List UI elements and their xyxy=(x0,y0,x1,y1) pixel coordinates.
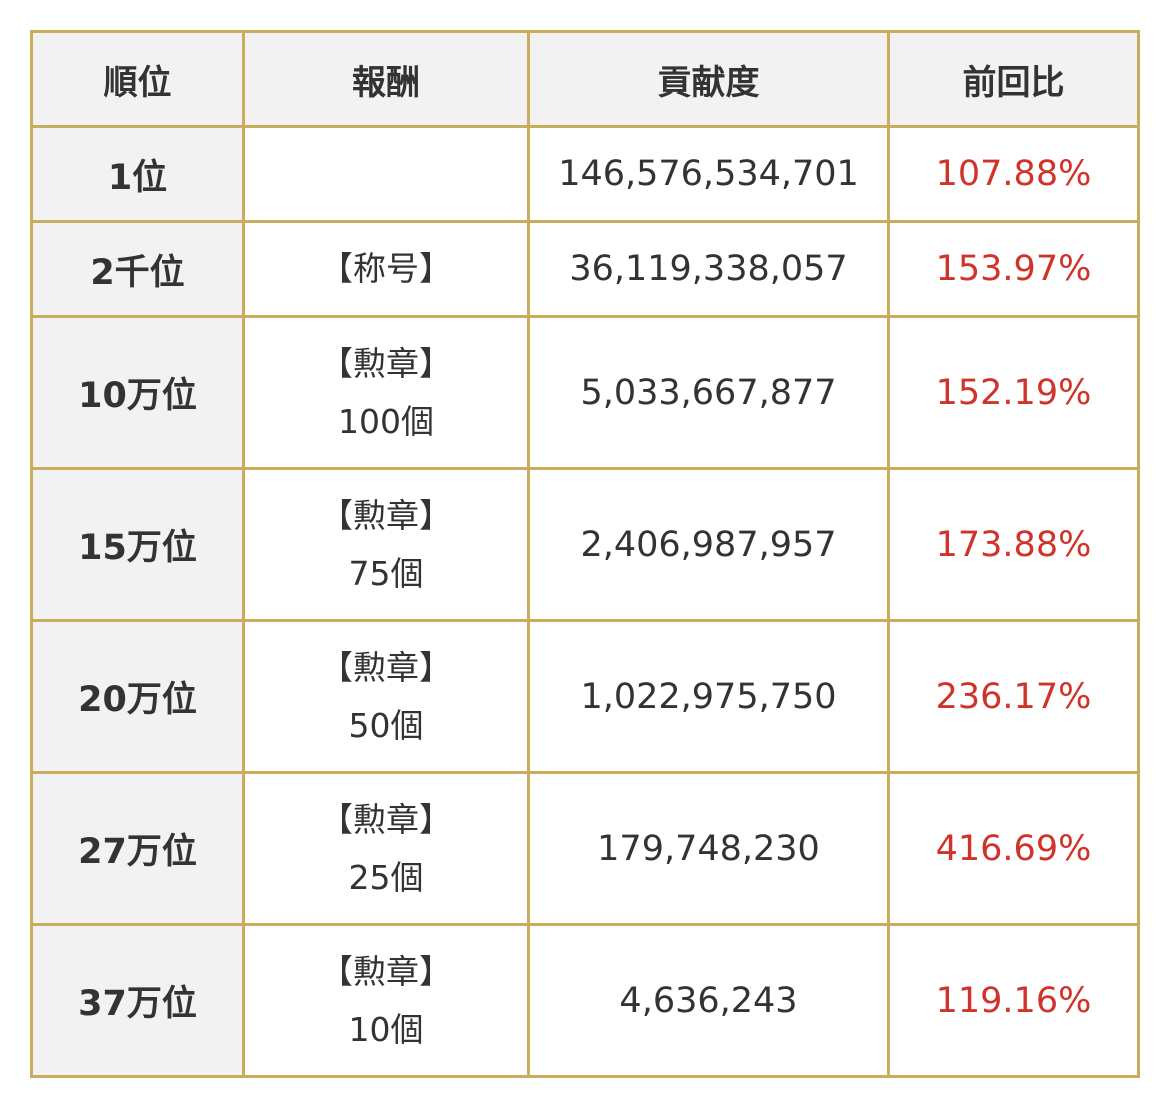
reward-type: 【勲章】 xyxy=(320,799,452,839)
rank-cell: 37万位 xyxy=(30,923,245,1078)
ratio-cell: 119.16% xyxy=(887,923,1140,1078)
reward-cell: 【勲章】 10個 xyxy=(242,923,530,1078)
contribution-cell: 36,119,338,057 xyxy=(527,220,890,318)
table-header: 順位 報酬 貢献度 前回比 xyxy=(30,30,1140,128)
reward-title: 【称号】 xyxy=(320,249,452,288)
reward-cell: 【勲章】 100個 xyxy=(242,315,530,470)
table-body: 1位 146,576,534,701 107.88% 2千位 【称号】 36,1… xyxy=(30,125,1140,1078)
rank-cell: 10万位 xyxy=(30,315,245,470)
table-row: 37万位 【勲章】 10個 4,636,243 119.16% xyxy=(30,923,1140,1078)
reward-cell xyxy=(242,125,530,223)
ratio-cell: 153.97% xyxy=(887,220,1140,318)
reward-type: 【勲章】 xyxy=(320,343,452,383)
rank-cell: 20万位 xyxy=(30,619,245,774)
rank-cell: 27万位 xyxy=(30,771,245,926)
contribution-cell: 1,022,975,750 xyxy=(527,619,890,774)
contribution-cell: 5,033,667,877 xyxy=(527,315,890,470)
contribution-cell: 4,636,243 xyxy=(527,923,890,1078)
header-row: 順位 報酬 貢献度 前回比 xyxy=(30,30,1140,128)
ratio-cell: 236.17% xyxy=(887,619,1140,774)
reward-quantity: 50個 xyxy=(348,705,424,745)
reward-cell: 【称号】 xyxy=(242,220,530,318)
contribution-cell: 146,576,534,701 xyxy=(527,125,890,223)
reward-type: 【勲章】 xyxy=(320,647,452,687)
ratio-cell: 152.19% xyxy=(887,315,1140,470)
table-row: 10万位 【勲章】 100個 5,033,667,877 152.19% xyxy=(30,315,1140,470)
reward-cell: 【勲章】 50個 xyxy=(242,619,530,774)
header-rank: 順位 xyxy=(30,30,245,128)
table-row: 2千位 【称号】 36,119,338,057 153.97% xyxy=(30,220,1140,318)
table-row: 27万位 【勲章】 25個 179,748,230 416.69% xyxy=(30,771,1140,926)
reward-type: 【勲章】 xyxy=(320,951,452,991)
header-reward: 報酬 xyxy=(242,30,530,128)
rank-cell: 15万位 xyxy=(30,467,245,622)
rank-cell: 1位 xyxy=(30,125,245,223)
reward-type: 【勲章】 xyxy=(320,495,452,535)
ranking-table: 順位 報酬 貢献度 前回比 1位 146,576,534,701 107.88%… xyxy=(30,30,1140,1078)
header-ratio: 前回比 xyxy=(887,30,1140,128)
reward-quantity: 100個 xyxy=(338,401,434,441)
reward-quantity: 75個 xyxy=(348,553,424,593)
contribution-cell: 179,748,230 xyxy=(527,771,890,926)
rank-cell: 2千位 xyxy=(30,220,245,318)
reward-cell: 【勲章】 25個 xyxy=(242,771,530,926)
ratio-cell: 107.88% xyxy=(887,125,1140,223)
reward-quantity: 10個 xyxy=(348,1009,424,1049)
reward-quantity: 25個 xyxy=(348,857,424,897)
contribution-cell: 2,406,987,957 xyxy=(527,467,890,622)
table-row: 1位 146,576,534,701 107.88% xyxy=(30,125,1140,223)
reward-cell: 【勲章】 75個 xyxy=(242,467,530,622)
ratio-cell: 416.69% xyxy=(887,771,1140,926)
ratio-cell: 173.88% xyxy=(887,467,1140,622)
header-contribution: 貢献度 xyxy=(527,30,890,128)
table-row: 20万位 【勲章】 50個 1,022,975,750 236.17% xyxy=(30,619,1140,774)
table-row: 15万位 【勲章】 75個 2,406,987,957 173.88% xyxy=(30,467,1140,622)
